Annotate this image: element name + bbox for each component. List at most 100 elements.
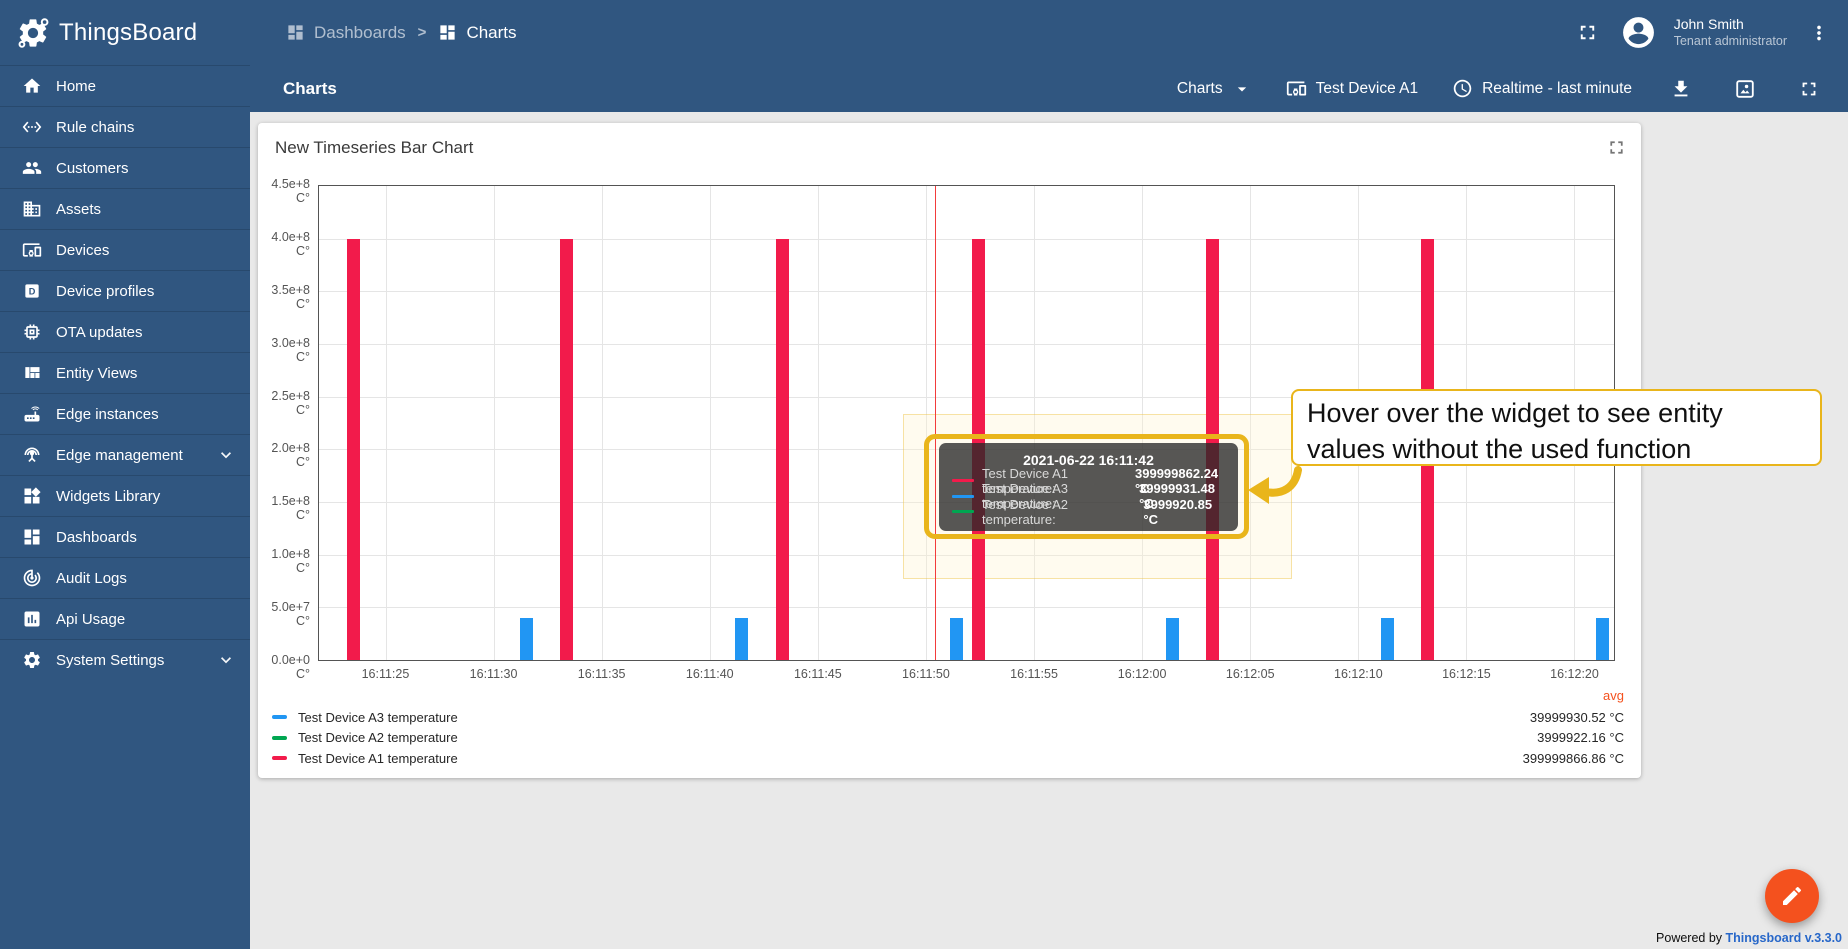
- series-swatch: [952, 510, 974, 514]
- sidebar-item-ota-updates[interactable]: OTA updates: [0, 311, 250, 352]
- x-tick-label: 16:12:00: [1117, 667, 1167, 681]
- clock-icon: [1452, 78, 1473, 99]
- y-tick-label: 2.5e+8 C°: [271, 388, 310, 417]
- chevron-down-icon: [1232, 79, 1252, 99]
- user-role: Tenant administrator: [1673, 34, 1787, 49]
- bar: [734, 617, 748, 660]
- sidebar-item-edge-instances[interactable]: Edge instances: [0, 393, 250, 434]
- sidebar-item-assets[interactable]: Assets: [0, 188, 250, 229]
- series-swatch: [952, 494, 974, 498]
- legend-series-name: Test Device A2 temperature: [298, 730, 458, 746]
- sidebar-item-widgets-library[interactable]: Widgets Library: [0, 475, 250, 516]
- sidebar-item-devices[interactable]: Devices: [0, 229, 250, 270]
- x-tick-label: 16:11:35: [577, 667, 626, 681]
- devices-icon: [1286, 81, 1306, 96]
- dashboard-content: New Timeseries Bar Chart 2021-06-22 16:1…: [250, 112, 1848, 949]
- logo-icon: [18, 17, 49, 48]
- dashboards-icon: [440, 25, 456, 40]
- fullscreen-icon: [1798, 78, 1820, 100]
- sidebar-item-dashboards[interactable]: Dashboards: [0, 516, 250, 557]
- sidebar-item-home[interactable]: Home: [0, 65, 250, 106]
- screenshot-button[interactable]: [1730, 74, 1760, 104]
- toolbar-fullscreen-button[interactable]: [1794, 74, 1824, 104]
- bar: [559, 238, 573, 660]
- sidebar-item-label: Assets: [56, 200, 102, 218]
- system-settings-icon: [24, 652, 40, 668]
- edge-instances-icon: [24, 406, 40, 422]
- api-usage-icon: [24, 611, 40, 627]
- more-menu-button[interactable]: [1804, 18, 1834, 48]
- sidebar-item-label: Audit Logs: [56, 569, 127, 587]
- sidebar-item-edge-management[interactable]: Edge management: [0, 434, 250, 475]
- breadcrumb-label: Charts: [466, 22, 517, 42]
- sidebar-item-rule-chains[interactable]: Rule chains: [0, 106, 250, 147]
- state-select-value: Charts: [1176, 79, 1223, 97]
- breadcrumb-separator: >: [417, 24, 427, 41]
- breadcrumb-dashboards[interactable]: Dashboards: [286, 23, 406, 43]
- y-tick-label: 2.0e+8 C°: [271, 441, 310, 470]
- sidebar-item-device-profiles[interactable]: D Device profiles: [0, 270, 250, 311]
- entity-alias-value: Test Device A1: [1315, 79, 1419, 97]
- y-tick-label: 3.5e+8 C°: [271, 282, 310, 311]
- legend-avg-value: 399999866.86 °C: [1522, 750, 1624, 766]
- header-actions: John Smith Tenant administrator: [1572, 14, 1848, 51]
- legend-row: Test Device A1 temperature 399999866.86 °…: [272, 748, 1624, 769]
- widget-title: New Timeseries Bar Chart: [275, 138, 474, 157]
- chevron-down-icon: [216, 445, 236, 465]
- thingsboard-logo-icon: [16, 16, 50, 50]
- gridline: [710, 186, 712, 660]
- series-swatch: [272, 735, 287, 740]
- device-profiles-icon: D: [25, 284, 39, 298]
- sidebar-item-label: Rule chains: [56, 118, 135, 136]
- y-tick-label: 4.5e+8 C°: [271, 177, 310, 205]
- gridline: [319, 554, 1614, 556]
- x-tick-label: 16:12:20: [1550, 667, 1599, 681]
- series-swatch: [272, 715, 287, 720]
- chart-tooltip: 2021-06-22 16:11:42 Test Device A1 tempe…: [939, 443, 1238, 531]
- export-download-button[interactable]: [1666, 74, 1696, 104]
- edit-dashboard-button[interactable]: [1765, 869, 1819, 923]
- chart-legend: avg Test Device A3 temperature 39999930.5…: [272, 688, 1624, 769]
- more-vert-icon: [1817, 25, 1821, 40]
- tooltip-row: Test Device A2 temperature: 3999920.85 °C: [952, 497, 1225, 527]
- widget-fullscreen-button[interactable]: [1604, 135, 1629, 160]
- x-tick-label: 16:12:05: [1225, 667, 1275, 681]
- entity-alias-select[interactable]: Test Device A1: [1286, 78, 1419, 99]
- sidebar-item-entity-views[interactable]: Entity Views: [0, 352, 250, 393]
- sidebar: Home Rule chains Customers Assets Devices D De…: [0, 65, 250, 949]
- sidebar-item-label: Api Usage: [56, 610, 126, 628]
- app-logo[interactable]: ThingsBoard: [0, 16, 250, 50]
- widgets-library-icon: [24, 487, 41, 504]
- sidebar-item-api-usage[interactable]: Api Usage: [0, 598, 250, 639]
- chevron-down-icon: [221, 657, 231, 664]
- tooltip-series-label: Test Device A1 temperature:: [982, 465, 1068, 496]
- sidebar-item-audit-logs[interactable]: Audit Logs: [0, 557, 250, 598]
- gridline: [1249, 186, 1251, 660]
- top-header: ThingsBoard Dashboards > Charts John Smi…: [0, 0, 1848, 65]
- gridline: [386, 186, 388, 660]
- dashboard-state-select[interactable]: Charts: [1177, 79, 1252, 99]
- y-tick-label: 1.5e+8 C°: [271, 494, 310, 523]
- timewindow-button[interactable]: Realtime - last minute: [1452, 78, 1632, 99]
- sidebar-item-label: Edge management: [56, 446, 183, 464]
- bar: [1380, 617, 1394, 660]
- bar: [776, 238, 790, 660]
- y-tick-label: 0.0e+0 C°: [271, 653, 310, 681]
- breadcrumb-charts[interactable]: Charts: [438, 22, 517, 43]
- bar: [949, 617, 963, 660]
- x-tick-label: 16:11:50: [902, 667, 950, 681]
- device-icon: [1286, 78, 1307, 99]
- sidebar-item-label: OTA updates: [56, 323, 143, 341]
- sidebar-item-system-settings[interactable]: System Settings: [0, 639, 250, 680]
- sidebar-item-label: Customers: [56, 159, 129, 177]
- avatar[interactable]: [1620, 14, 1657, 51]
- user-info[interactable]: John Smith Tenant administrator: [1674, 15, 1787, 49]
- tooltip-highlight-box: [924, 434, 1249, 539]
- sidebar-item-customers[interactable]: Customers: [0, 147, 250, 188]
- series-swatch: [272, 756, 287, 761]
- powered-by-link[interactable]: Thingsboard v.3.3.0: [1725, 931, 1842, 945]
- tooltip-row: Test Device A1 temperature: 399999862.24 …: [952, 466, 1225, 496]
- fullscreen-button[interactable]: [1572, 17, 1603, 48]
- powered-by: Powered by Thingsboard v.3.3.0: [1656, 931, 1842, 945]
- sidebar-item-label: Home: [56, 77, 97, 95]
